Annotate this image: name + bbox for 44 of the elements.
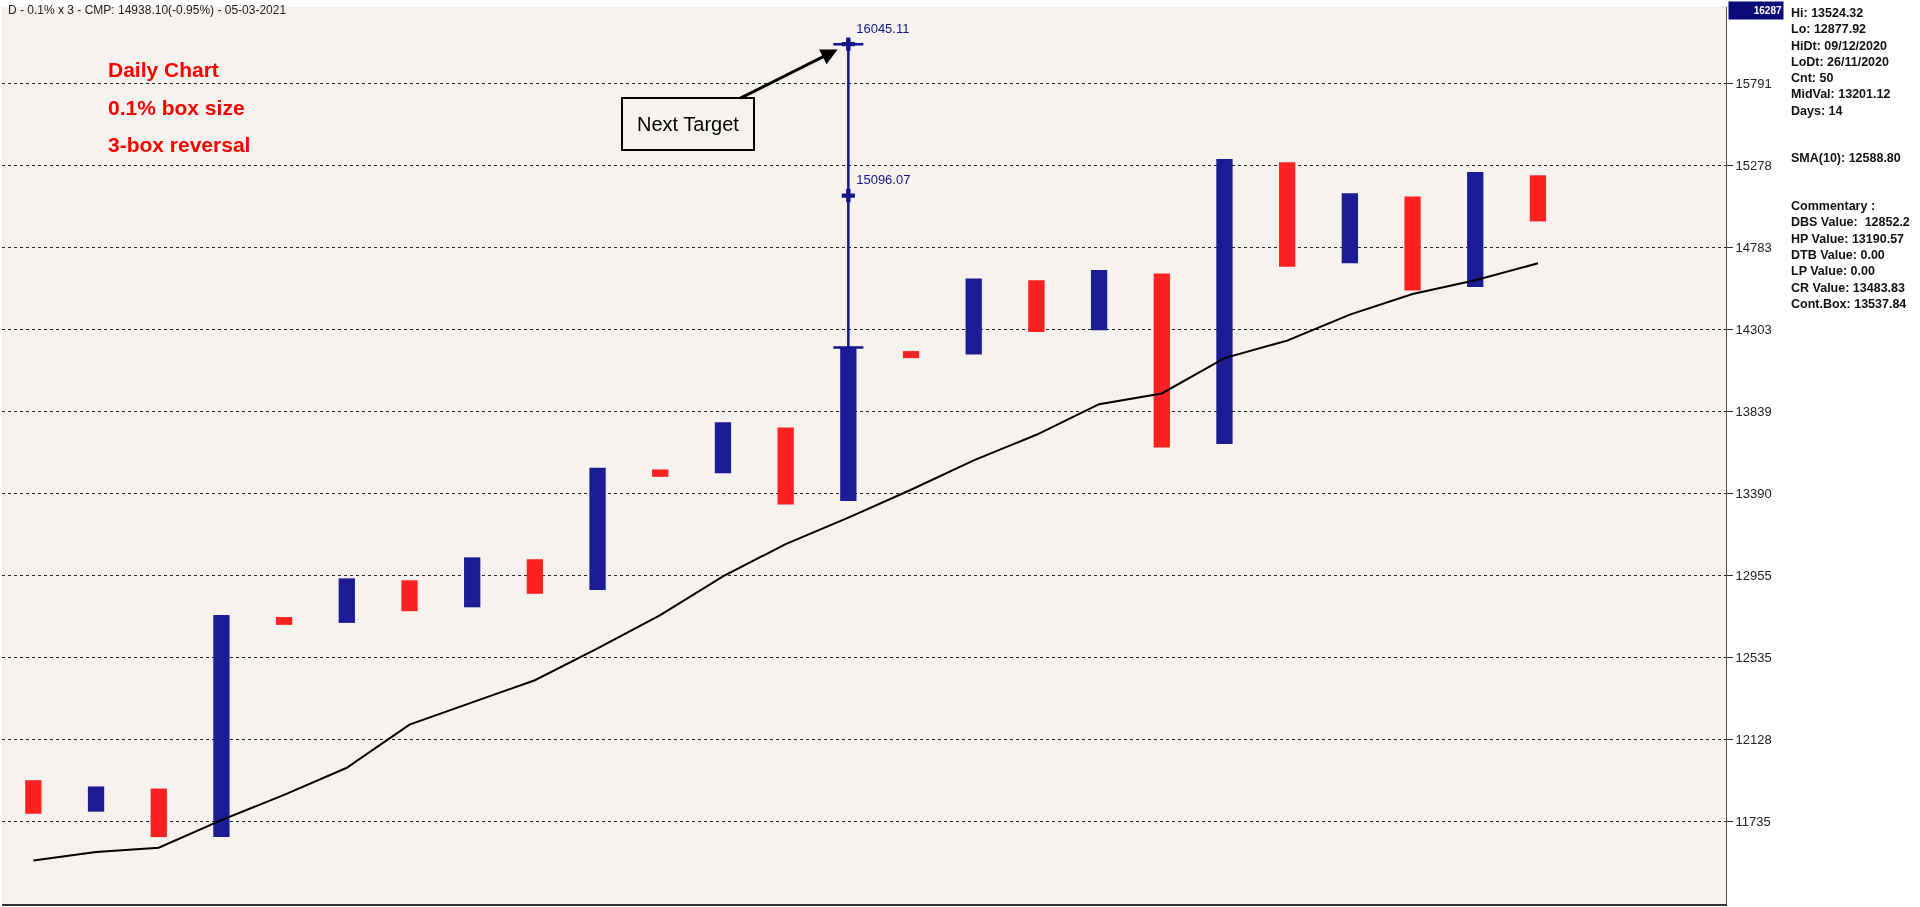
bar <box>338 578 355 623</box>
bar <box>25 780 42 814</box>
data-label: 15096.07 <box>856 172 911 188</box>
bar <box>1090 270 1108 331</box>
bar <box>1216 159 1233 444</box>
bar <box>1279 162 1296 267</box>
data-label: 16045.11 <box>856 21 910 37</box>
bar <box>965 278 982 355</box>
bar <box>589 467 606 590</box>
bar <box>150 788 167 838</box>
text: Daily Chart 0.1% box size 3-box reversal <box>108 58 251 156</box>
bar <box>464 557 481 608</box>
text: SMA(10): 12588.80 <box>1791 151 1901 165</box>
y-tick-label: 12128 <box>1735 731 1772 747</box>
bar <box>1404 196 1421 291</box>
y-tick-label: 15278 <box>1735 158 1772 174</box>
bar <box>1467 172 1484 288</box>
annotation: Next Target <box>637 113 740 135</box>
bar <box>401 580 418 612</box>
y-tick-label: 11735 <box>1735 813 1771 829</box>
y-tick-label: 12955 <box>1735 568 1772 584</box>
bar <box>275 617 293 625</box>
text: Commentary : DBS Value: 12852.2 HP Value: 13190.57 DTB Value: 0.00 LP Value: 0.00 CR Value: 13483.83 Cont.Box: 13537.84 <box>1791 199 1910 311</box>
y-tick-label: 14783 <box>1735 240 1772 256</box>
y-tick-label: 15791 <box>1735 76 1772 92</box>
bar <box>1028 280 1045 332</box>
text: Hi: 13524.32 Lo: 12877.92 HiDt: 09/12/2020 LoDt: 26/11/2020 Cnt: 50 MidVal: 13201.12 Days: 14 <box>1791 6 1891 118</box>
y-tick-label: 12535 <box>1735 649 1772 665</box>
bar <box>1341 193 1358 264</box>
bar <box>1529 175 1547 222</box>
y-tick-label: 13839 <box>1735 404 1772 420</box>
chart-title: D - 0.1% x 3 - CMP: 14938.10(-0.95%) - 05-03-2021 <box>8 3 287 18</box>
line-series <box>32 262 1539 862</box>
text: 16287 <box>1753 5 1782 16</box>
bar <box>777 427 794 505</box>
bar <box>1153 273 1170 448</box>
bar <box>902 351 920 359</box>
y-tick-label: 14303 <box>1735 322 1772 338</box>
y-tick-label: 13390 <box>1735 486 1772 502</box>
bar <box>714 422 732 474</box>
bar <box>213 615 230 838</box>
bar <box>87 786 105 812</box>
bar <box>526 559 544 594</box>
bar <box>652 469 669 477</box>
